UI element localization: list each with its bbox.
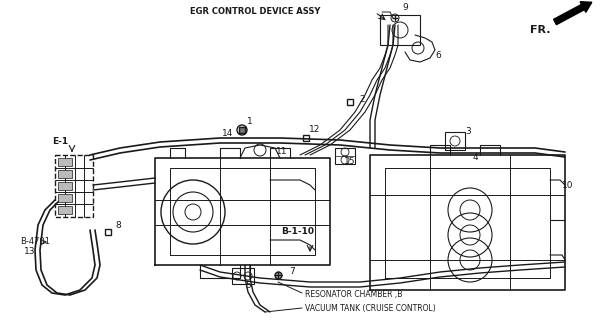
Text: 3: 3	[465, 127, 471, 137]
Text: 7: 7	[289, 268, 295, 276]
FancyArrow shape	[554, 2, 592, 25]
Bar	[58, 170, 72, 178]
Bar	[58, 182, 72, 190]
Text: 6: 6	[435, 51, 441, 60]
Text: 4: 4	[472, 154, 478, 163]
Text: 12: 12	[309, 125, 321, 134]
Bar	[232, 268, 254, 284]
Text: B-1-10: B-1-10	[282, 228, 315, 236]
Text: 10: 10	[562, 180, 574, 189]
Bar	[58, 158, 72, 166]
Text: 8: 8	[115, 220, 121, 229]
Text: 11: 11	[276, 148, 288, 156]
Bar	[58, 206, 72, 214]
Text: 1: 1	[247, 117, 253, 126]
Bar	[380, 15, 420, 45]
Text: EGR CONTROL DEVICE ASSY: EGR CONTROL DEVICE ASSY	[190, 7, 321, 17]
Bar	[445, 132, 465, 150]
Bar	[55, 155, 93, 217]
Text: 2: 2	[359, 95, 365, 105]
Text: 14: 14	[222, 129, 234, 138]
Bar	[58, 194, 72, 202]
Text: 9: 9	[402, 4, 408, 12]
Text: FR.: FR.	[530, 25, 550, 35]
Bar	[335, 148, 355, 164]
Text: 15: 15	[344, 157, 356, 166]
Text: 13: 13	[24, 247, 36, 257]
Text: VACUUM TANK (CRUISE CONTROL): VACUUM TANK (CRUISE CONTROL)	[305, 303, 436, 313]
Text: RESONATOR CHAMBER ,B: RESONATOR CHAMBER ,B	[305, 291, 402, 300]
Text: E-1: E-1	[52, 138, 68, 147]
Text: B-4701: B-4701	[20, 237, 50, 246]
Text: 5: 5	[245, 281, 251, 290]
